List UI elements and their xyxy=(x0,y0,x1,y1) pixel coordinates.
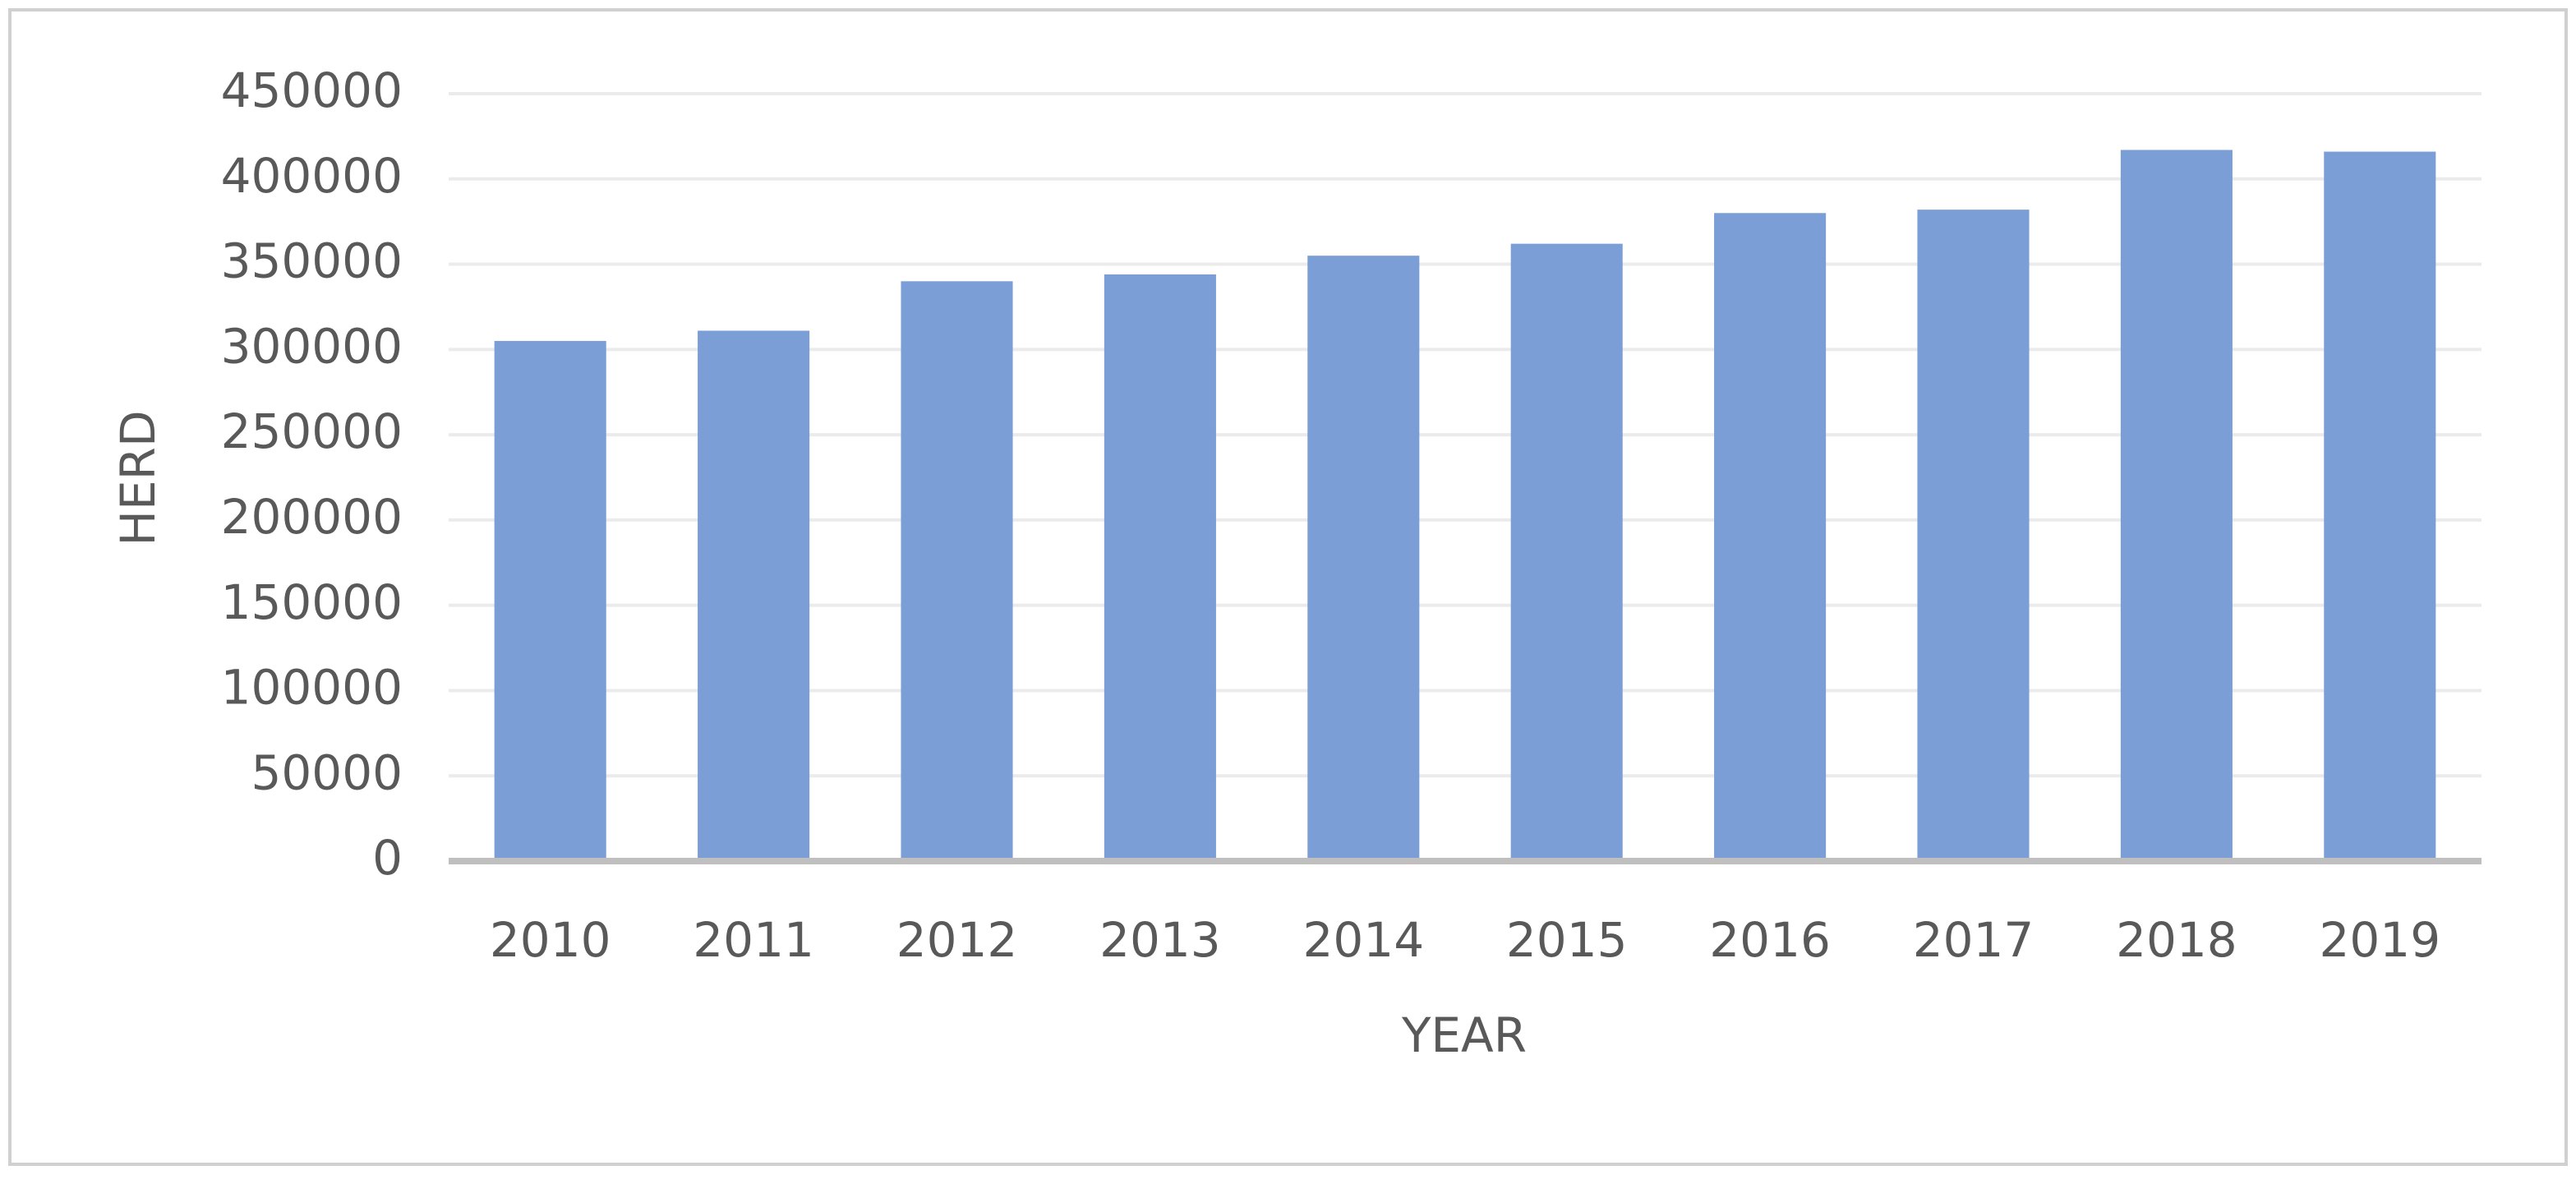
x-tick-label: 2012 xyxy=(896,912,1018,968)
bar xyxy=(698,330,810,862)
x-tick-label: 2014 xyxy=(1302,912,1424,968)
bar xyxy=(2324,151,2436,861)
x-tick-label: 2016 xyxy=(1709,912,1831,968)
y-tick-label: 150000 xyxy=(221,574,403,630)
x-tick-label: 2010 xyxy=(490,912,611,968)
y-tick-label: 200000 xyxy=(221,489,403,545)
y-tick-label: 300000 xyxy=(221,318,403,374)
x-tick-label: 2019 xyxy=(2319,912,2440,968)
y-tick-label: 250000 xyxy=(221,403,403,459)
y-tick-label: 400000 xyxy=(221,148,403,204)
bar xyxy=(494,340,606,861)
x-tick-label: 2013 xyxy=(1099,912,1221,968)
x-tick-label: 2015 xyxy=(1506,912,1628,968)
y-tick-label: 100000 xyxy=(221,660,403,716)
y-tick-label: 50000 xyxy=(251,744,403,800)
bar xyxy=(1917,210,2030,862)
bar xyxy=(1307,256,1420,862)
bar xyxy=(901,281,1013,861)
x-tick-label: 2017 xyxy=(1913,912,2035,968)
y-axis-title: HERD xyxy=(110,410,166,546)
bar xyxy=(1510,243,1623,861)
x-tick-label: 2011 xyxy=(693,912,814,968)
x-axis-title: YEAR xyxy=(1401,1007,1527,1063)
bar xyxy=(1104,274,1216,861)
bar xyxy=(2120,150,2233,861)
y-tick-label: 450000 xyxy=(221,62,403,118)
x-tick-label: 2018 xyxy=(2116,912,2237,968)
y-tick-label: 0 xyxy=(372,830,403,886)
y-tick-label: 350000 xyxy=(221,233,403,289)
bar xyxy=(1714,213,1827,861)
